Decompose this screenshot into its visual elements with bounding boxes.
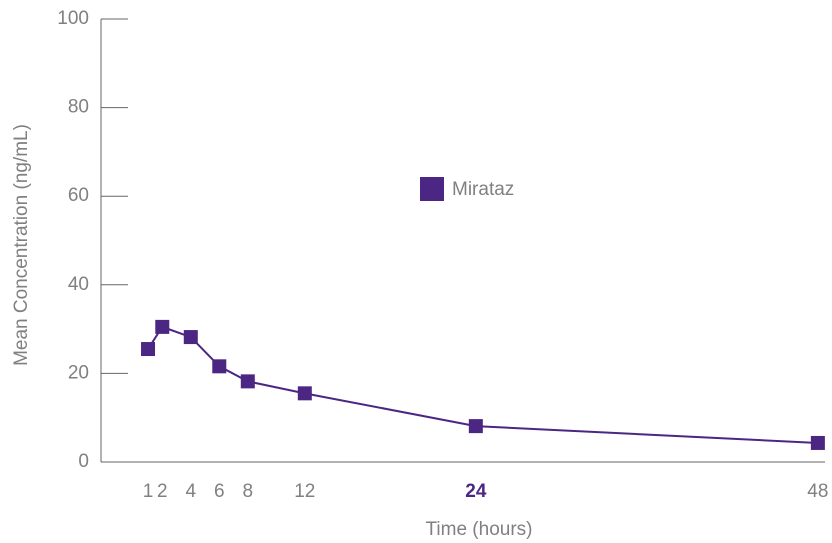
data-point xyxy=(141,342,156,357)
data-point xyxy=(240,374,255,389)
x-tick-label: 24 xyxy=(465,481,487,502)
legend-swatch xyxy=(420,177,444,201)
y-tick-label: 0 xyxy=(78,451,89,472)
data-point xyxy=(810,435,825,450)
data-point xyxy=(212,359,227,374)
y-tick-label: 60 xyxy=(68,185,89,206)
y-tick-label: 40 xyxy=(68,274,89,295)
x-tick-label: 48 xyxy=(807,481,828,502)
x-tick-label: 6 xyxy=(214,481,225,502)
y-tick-label: 100 xyxy=(57,8,89,29)
legend-label: Mirataz xyxy=(452,179,514,200)
data-point xyxy=(183,330,198,345)
data-point xyxy=(468,419,483,434)
y-tick-label: 20 xyxy=(68,362,89,383)
x-tick-label: 1 xyxy=(143,481,154,502)
x-tick-label: 12 xyxy=(294,481,315,502)
x-tick-label: 8 xyxy=(243,481,254,502)
y-tick-label: 80 xyxy=(68,97,89,118)
x-axis-label: Time (hours) xyxy=(426,519,533,540)
data-point xyxy=(297,386,312,401)
x-tick-label: 4 xyxy=(185,481,196,502)
data-point xyxy=(155,319,170,334)
y-axis-label: Mean Concentration (ng/mL) xyxy=(11,124,32,366)
x-tick-label: 2 xyxy=(157,481,168,502)
